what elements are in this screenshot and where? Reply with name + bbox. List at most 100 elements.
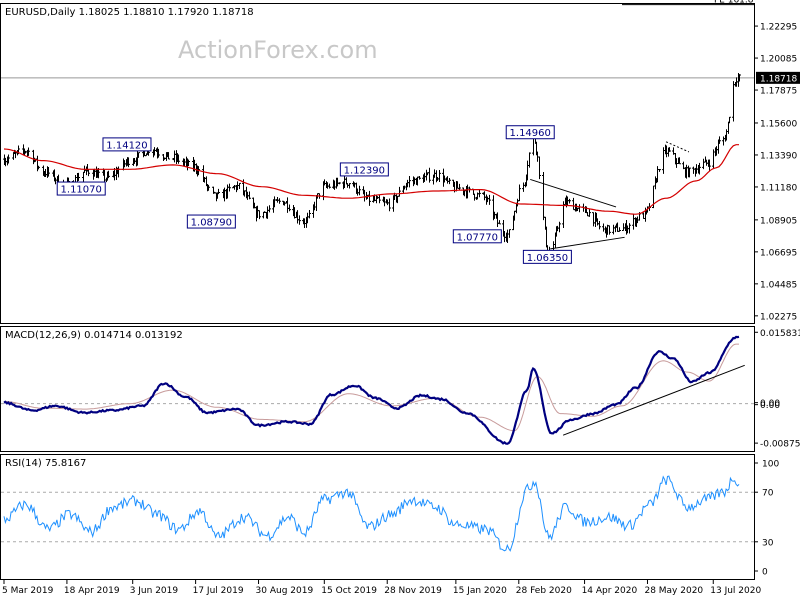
price-bar [658,168,661,172]
current-price-text: 1.18718 [760,74,797,84]
price-layer: FE 161.8 1.14120 1.11070 1.08790 1.12390 1.14… [1,0,754,264]
swing-label: 1.14120 [102,137,152,152]
current-price-label: 1.18718 [756,71,800,84]
price-tick-label: 1.08905 [760,216,797,226]
price-bar [278,198,281,204]
swing-label-text: 1.08790 [191,218,232,229]
price-bar [358,185,361,196]
price-bar [458,183,461,191]
price-bar [588,209,591,217]
price-bar [448,177,451,185]
price-bar [488,194,491,205]
swing-label-text: 1.14960 [510,128,551,139]
price-trendline [530,178,617,208]
fib-label: FE 161.8 [714,0,754,6]
x-tick-label: 13 Jul 2020 [710,586,761,596]
price-bar [228,183,231,192]
macd-tick-label: 0.015831 [760,329,800,339]
swing-label-text: 1.06350 [527,253,568,264]
swing-label-box [452,229,502,244]
swing-label-text: 1.12390 [344,165,385,176]
price-title: EURUSD,Daily 1.18025 1.18810 1.17920 1.1… [5,7,254,18]
macd-pane [0,326,755,452]
macd-line [3,335,740,445]
swing-label-box [339,162,389,177]
price-tick-label: 1.02275 [760,312,797,322]
price-bar [728,116,731,124]
price-bar [398,186,401,197]
macd-tick-label: -0.008752 [760,440,800,450]
price-tick-label: 1.04485 [760,280,797,290]
price-bar [498,220,501,225]
macd-trendline [562,364,745,436]
price-bar [127,157,130,168]
macd-tick-label: 0.00 [760,401,780,411]
price-bar [478,189,481,198]
macd-title: MACD(12,26,9) 0.014714 0.013192 [5,330,183,341]
price-bar [378,195,381,204]
macd-layer [1,335,754,445]
price-bar [217,188,220,195]
price-bar [438,169,441,183]
swing-label-text: 1.11070 [61,185,102,196]
swing-label-box [56,181,106,196]
price-bar [187,159,190,166]
price-bar [308,210,311,219]
swing-label: 1.12390 [339,162,389,177]
price-bar [668,147,671,152]
moving-average-line [3,144,739,215]
price-bar [538,156,541,180]
price-bar [698,162,701,175]
swing-label: 1.07770 [452,229,502,244]
price-bar [408,176,411,188]
x-tick-label: 28 May 2020 [644,586,703,596]
price-tick-label: 1.13390 [760,151,797,161]
rsi-tick-label: 0 [762,568,768,578]
x-tick-label: 18 Apr 2019 [64,586,120,596]
price-bar [688,167,691,178]
price-bar [628,223,631,234]
price-bar [47,166,50,177]
price-bar [207,184,210,191]
price-bar [177,154,180,164]
current-price-box [756,71,800,84]
price-bar [37,165,40,170]
price-bar [508,229,511,238]
rsi-tick-label: 100 [762,460,779,470]
price-trendline [550,236,625,250]
price-tick-label: 1.20085 [760,55,797,65]
price-tick-label: 1.15600 [760,119,797,129]
price-bars [3,72,741,253]
swing-label: 1.08790 [186,214,236,229]
x-tick-label: 3 Jun 2019 [130,586,179,596]
x-tick-label: 28 Nov 2019 [384,586,442,596]
price-bar [558,221,561,233]
price-bar [528,152,531,168]
rsi-layer [1,475,754,552]
price-bar [157,148,160,158]
macd-signal-line [4,343,739,432]
price-tick-label: 1.17875 [760,87,797,97]
price-bar [708,159,711,171]
swing-label-text: 1.07770 [457,232,498,243]
price-bar [167,152,170,160]
price-trendline [665,141,690,153]
rsi-pane [0,454,755,580]
price-bar [338,182,341,185]
x-tick-label: 14 Apr 2020 [582,586,638,596]
price-tick-label: 1.22295 [760,23,797,33]
price-bar [718,136,721,144]
price-tick-label: 1.06695 [760,248,797,258]
rsi-line [3,475,740,552]
swing-label-box [522,249,572,264]
price-bar [7,154,10,164]
price-bar [348,183,351,189]
price-bar [238,182,241,190]
price-bar [388,198,391,212]
swing-label: 1.11070 [56,181,106,196]
price-bar [258,210,261,220]
x-tick-label: 15 Jan 2020 [453,586,507,596]
price-bar [428,167,431,183]
swing-label-box [505,125,555,140]
x-tick-label: 15 Oct 2019 [321,586,377,596]
